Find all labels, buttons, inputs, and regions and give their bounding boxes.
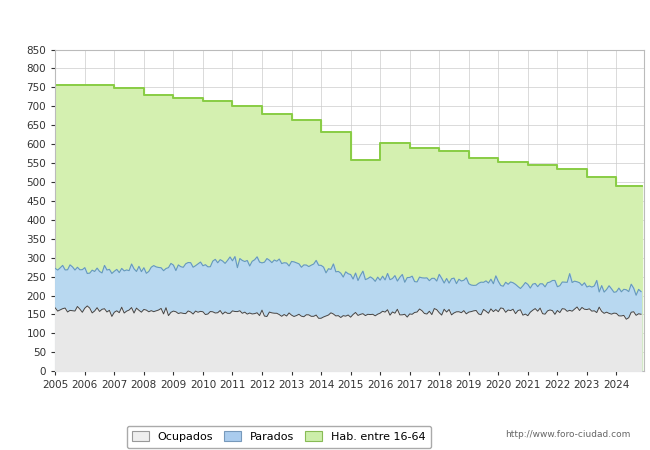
Text: Cantalapiedra - Evolucion de la poblacion en edad de Trabajar Noviembre de 2024: Cantalapiedra - Evolucion de la poblacio… xyxy=(61,15,589,28)
Text: http://www.foro-ciudad.com: http://www.foro-ciudad.com xyxy=(505,430,630,439)
Legend: Ocupados, Parados, Hab. entre 16-64: Ocupados, Parados, Hab. entre 16-64 xyxy=(127,426,431,448)
